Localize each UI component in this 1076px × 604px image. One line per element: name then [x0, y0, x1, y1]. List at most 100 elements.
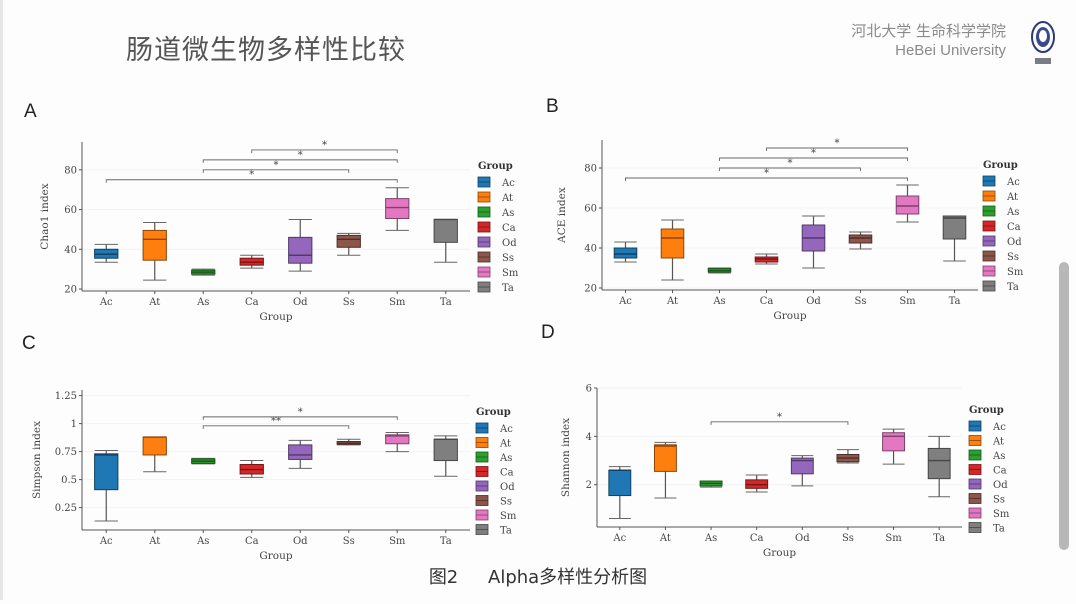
bracket-line	[251, 149, 398, 153]
x-tick-label-as: As	[196, 297, 209, 308]
legend-item-ss: Ss	[477, 251, 514, 264]
box-sm	[895, 184, 920, 223]
legend-label: Ac	[992, 422, 1006, 433]
legend-label: Sm	[1007, 267, 1024, 278]
legend-item-ac: Ac	[982, 175, 1020, 188]
legend-item-as: As	[475, 451, 512, 464]
box-ca	[239, 254, 264, 269]
y-tick-label: 1	[71, 419, 77, 430]
box-ac	[613, 241, 638, 263]
legend-item-ca: Ca	[968, 464, 1007, 477]
legend-item-at: At	[982, 190, 1018, 203]
box-od	[801, 215, 826, 269]
y-axis-title: ACE index	[556, 187, 568, 244]
box-iqr	[288, 444, 313, 460]
x-tick-label-ss: Ss	[343, 536, 355, 547]
box-as	[699, 480, 723, 488]
legend-item-ta: Ta	[477, 281, 514, 294]
legend-label: Od	[500, 482, 515, 493]
institution-name-cn: 河北大学 生命科学学院	[851, 22, 1006, 40]
box-ta	[927, 435, 951, 498]
y-axis-title: Chao1 index	[39, 183, 51, 249]
x-axis-title: Group	[773, 310, 806, 322]
legend-title: Group	[983, 160, 1018, 171]
box-iqr	[895, 195, 920, 215]
legend-label: As	[1006, 207, 1019, 218]
bracket-line	[625, 177, 908, 181]
significance-bracket: *	[710, 412, 849, 425]
box-sm	[385, 187, 410, 231]
legend-label: Ca	[1007, 222, 1021, 233]
slide-title: 肠道微生物多样性比较	[126, 35, 406, 66]
box-ac	[608, 466, 632, 520]
legend-label: Ac	[499, 424, 513, 435]
bracket-line	[202, 425, 350, 429]
significance-label: *	[835, 138, 840, 149]
legend-label: Ca	[993, 466, 1007, 477]
x-tick-label-ta: Ta	[440, 297, 452, 308]
bracket-line	[766, 147, 908, 151]
box-iqr	[613, 247, 638, 259]
box-ss	[336, 438, 361, 446]
box-at	[142, 436, 167, 473]
box-iqr	[927, 447, 951, 480]
significance-label: **	[271, 416, 281, 427]
legend-label: Ta	[500, 526, 512, 537]
y-tick-label: 60	[64, 205, 77, 216]
vertical-scrollbar[interactable]	[1059, 262, 1069, 550]
box-ca	[754, 253, 779, 265]
x-axis-title: Group	[259, 311, 292, 323]
y-tick-label: 20	[64, 285, 77, 296]
x-tick-label-ss: Ss	[842, 533, 854, 544]
panel-label-c: C	[22, 333, 36, 354]
legend-title: Group	[969, 405, 1004, 416]
panel-label-d: D	[541, 322, 555, 343]
box-sm	[882, 428, 906, 465]
x-tick-label-ac: Ac	[618, 296, 632, 307]
significance-label: *	[777, 412, 782, 423]
legend-label: Ta	[502, 283, 514, 294]
university-seal-icon	[1031, 21, 1055, 64]
box-ta	[433, 435, 458, 477]
y-tick-label: 40	[64, 245, 77, 256]
bracket-line	[105, 179, 398, 183]
x-tick-label-sm: Sm	[885, 533, 902, 544]
legend-title: Group	[476, 407, 511, 418]
x-tick-label-as: As	[704, 533, 717, 544]
x-axis-title: Group	[763, 547, 796, 559]
box-ss	[848, 231, 873, 250]
y-tick-label: 80	[584, 164, 597, 175]
x-tick-label-ac: Ac	[99, 536, 113, 547]
significance-label: *	[764, 168, 769, 179]
box-iqr	[385, 198, 410, 219]
box-iqr	[608, 469, 632, 497]
significance-bracket: *	[202, 407, 398, 420]
legend-label: As	[501, 208, 514, 219]
legend-item-ss: Ss	[982, 250, 1019, 263]
legend-item-od: Od	[475, 480, 515, 493]
legend-item-od: Od	[968, 478, 1008, 491]
panel-label-a: A	[24, 101, 37, 122]
box-ca	[745, 474, 769, 493]
box-iqr	[882, 432, 906, 452]
box-iqr	[94, 453, 119, 491]
box-iqr	[848, 234, 873, 244]
box-iqr	[790, 457, 814, 475]
y-tick-label: 60	[584, 204, 597, 215]
bracket-line	[710, 421, 849, 425]
box-ac	[94, 243, 119, 263]
significance-bracket: *	[625, 168, 908, 181]
legend-label: Sm	[993, 509, 1010, 520]
box-at	[660, 219, 685, 281]
legend-label: As	[499, 453, 512, 464]
significance-label: *	[811, 148, 816, 159]
legend-label: At	[501, 193, 513, 204]
legend-title: Group	[478, 161, 513, 172]
box-at	[142, 221, 167, 281]
legend-item-at: At	[968, 435, 1004, 448]
y-tick-label: 80	[64, 165, 77, 176]
